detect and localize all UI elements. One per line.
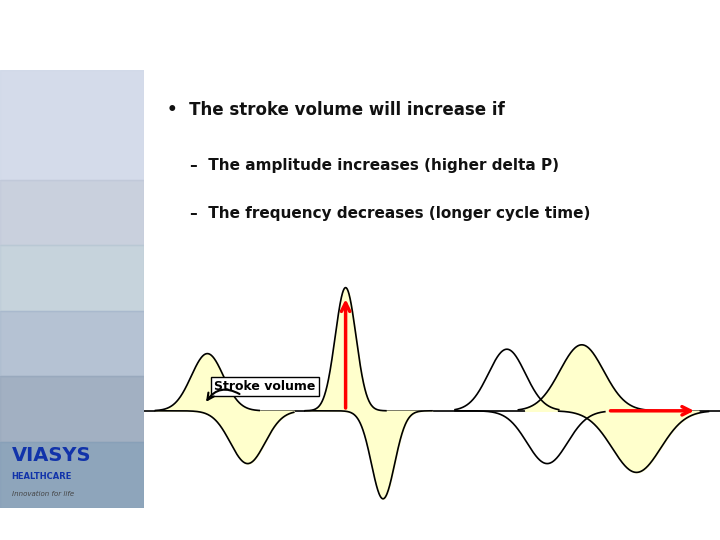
Bar — [0, 179, 144, 245]
Bar — [0, 70, 144, 179]
Text: –  The frequency decreases (longer cycle time): – The frequency decreases (longer cycle … — [190, 206, 590, 221]
Bar — [0, 376, 144, 442]
Text: •  The stroke volume will increase if: • The stroke volume will increase if — [167, 101, 505, 119]
Text: VIASYS Healthcare, Inc.: VIASYS Healthcare, Inc. — [532, 517, 698, 530]
Text: Regulation of stroke volume: Regulation of stroke volume — [11, 25, 432, 52]
Text: Innovation for life: Innovation for life — [12, 491, 73, 497]
Text: HEALTHCARE: HEALTHCARE — [12, 472, 72, 482]
Text: Stroke volume: Stroke volume — [215, 380, 315, 393]
Bar — [0, 245, 144, 310]
Text: –  The amplitude increases (higher delta P): – The amplitude increases (higher delta … — [190, 158, 559, 173]
Bar — [0, 442, 144, 508]
Bar — [0, 310, 144, 376]
FancyArrowPatch shape — [207, 390, 240, 400]
Text: VIASYS: VIASYS — [12, 446, 91, 464]
